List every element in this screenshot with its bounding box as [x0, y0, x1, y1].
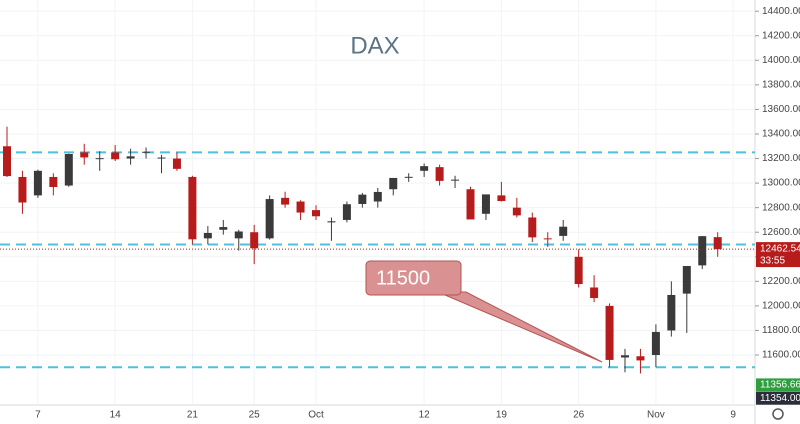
annotation-callout: 11500 [365, 260, 603, 363]
candle-body [265, 199, 274, 239]
candle-body [404, 176, 413, 178]
x-tick-label: 25 [249, 410, 261, 421]
x-tick-label: 21 [187, 410, 199, 421]
candle-body [33, 170, 42, 196]
candle-body [389, 177, 398, 190]
y-tick-label: 12200.00 [762, 276, 800, 287]
y-tick-label: 11600.00 [762, 350, 800, 361]
last-price-label: 12462.54 [760, 244, 800, 255]
candle-body [358, 194, 367, 204]
candle-body [80, 152, 89, 158]
y-tick-label: 11800.00 [762, 325, 800, 336]
y-tick-label: 14000.00 [762, 55, 800, 66]
candle-body [605, 305, 614, 360]
candle-body [126, 156, 135, 159]
x-tick-label: 12 [419, 410, 431, 421]
chart-title: DAX [350, 32, 399, 59]
candle-body [621, 355, 629, 358]
candle-body [172, 158, 181, 169]
candle-body [373, 191, 382, 202]
candle-body [698, 236, 707, 266]
candle-body [481, 194, 490, 214]
candle-body [3, 146, 11, 177]
settings-gear[interactable] [772, 408, 784, 420]
candle-body [203, 232, 212, 239]
candle-body [157, 157, 166, 159]
candle-body [420, 166, 429, 171]
price-marker-box [756, 391, 800, 405]
candle-body [559, 226, 568, 236]
y-tick-label: 13400.00 [762, 129, 800, 140]
last-price-box [756, 242, 800, 268]
candle-body [342, 204, 351, 220]
candle-body [543, 238, 552, 240]
candle-body [49, 176, 58, 188]
y-tick-label: 14200.00 [762, 30, 800, 41]
y-tick-label: 13800.00 [762, 79, 800, 90]
y-tick-label: 13600.00 [762, 104, 800, 115]
y-tick-label: 14400.00 [762, 6, 800, 17]
candle-body [296, 201, 305, 213]
candle-body [590, 287, 599, 299]
candle-body [451, 179, 460, 181]
y-tick-label: 12800.00 [762, 202, 800, 213]
candle-body [18, 176, 27, 203]
candle-body [234, 231, 243, 239]
y-tick-label: 12000.00 [762, 301, 800, 312]
candle-body [327, 221, 336, 223]
x-tick-label: 26 [573, 410, 585, 421]
candle-body [142, 151, 151, 153]
candle-body [219, 227, 228, 230]
settings-icon[interactable] [772, 408, 784, 420]
y-tick-label: 12600.00 [762, 227, 800, 238]
price-marker-label: 11356.66 [760, 380, 800, 391]
candle-body [250, 232, 259, 249]
candle-body [497, 195, 506, 202]
candle-body [713, 237, 722, 250]
countdown: 33:55 [760, 256, 785, 267]
candle-body [682, 265, 691, 294]
y-tick-label: 13200.00 [762, 153, 800, 164]
candle-body [667, 294, 676, 331]
candle-body [111, 152, 120, 160]
candle-body [281, 197, 290, 205]
y-tick-label: 13000.00 [762, 178, 800, 189]
x-tick-label: 19 [496, 410, 508, 421]
x-tick-label: 7 [35, 410, 41, 421]
price-marker-label: 11354.00 [760, 393, 800, 404]
candle-body [95, 158, 104, 160]
candle-body [574, 256, 583, 285]
candle-body [435, 167, 444, 181]
candle-body [312, 210, 320, 217]
candle-body [651, 331, 660, 356]
candle-body [466, 189, 475, 220]
candle-body [512, 207, 521, 216]
callout-text: 11500 [376, 267, 430, 289]
callout-box [365, 260, 462, 296]
candle-body [528, 217, 537, 238]
x-tick-label: Oct [308, 410, 324, 421]
x-tick-label: 14 [110, 410, 122, 421]
price-marker-box [756, 378, 800, 392]
candle-body [64, 153, 73, 186]
candle-body [636, 356, 645, 361]
candle-body [188, 176, 197, 240]
x-tick-label: Nov [647, 410, 665, 421]
x-tick-label: 9 [730, 410, 736, 421]
